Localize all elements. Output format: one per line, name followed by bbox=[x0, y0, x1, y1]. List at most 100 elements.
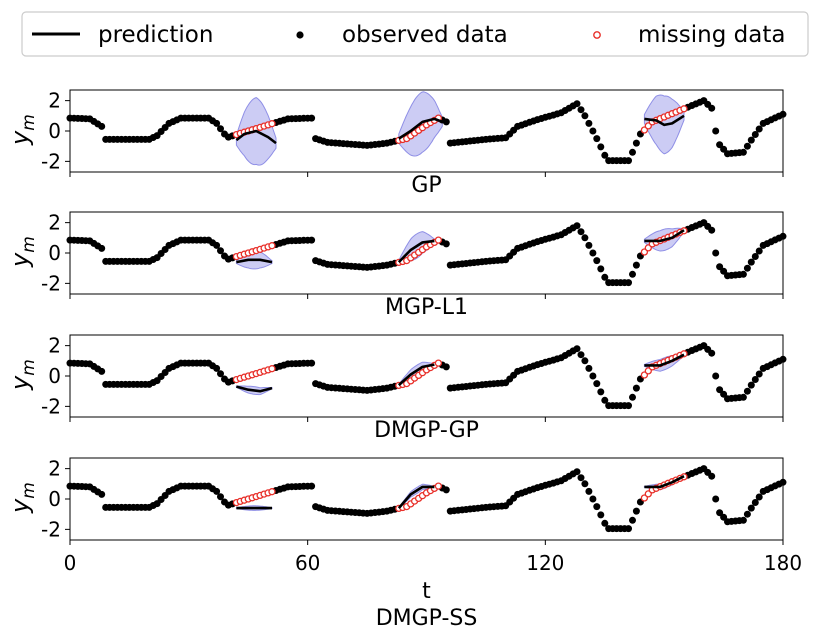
y-tick-label: 0 bbox=[48, 487, 61, 511]
panel-title: DMGP-SS bbox=[376, 606, 478, 631]
observed-point bbox=[442, 363, 450, 371]
y-tick-label: -2 bbox=[41, 149, 61, 173]
observed-point bbox=[747, 504, 755, 512]
observed-point bbox=[442, 118, 450, 126]
observed-point bbox=[751, 253, 759, 260]
observed-point bbox=[625, 279, 632, 287]
observed-point bbox=[308, 359, 316, 367]
y-tick-label: -2 bbox=[41, 271, 61, 295]
observed-point bbox=[601, 273, 609, 281]
panel-gp: 2 0 -2ym GP bbox=[6, 89, 787, 198]
observed-point bbox=[712, 249, 720, 257]
observed-point bbox=[585, 119, 593, 127]
y-tick-label: 0 bbox=[48, 119, 61, 143]
observed-point bbox=[217, 370, 224, 378]
observed-point bbox=[217, 125, 224, 133]
missing-point bbox=[434, 236, 443, 244]
observed-point bbox=[755, 125, 763, 133]
observed-point bbox=[589, 127, 597, 135]
x-axis-label: t bbox=[422, 579, 431, 604]
observed-point bbox=[581, 234, 589, 242]
observed-point bbox=[577, 106, 585, 114]
observed-point bbox=[747, 381, 755, 389]
observed-point bbox=[739, 516, 747, 524]
observed-point bbox=[716, 386, 724, 394]
observed-point bbox=[308, 114, 316, 122]
observed-point bbox=[743, 510, 751, 518]
x-tick-label: 0 bbox=[64, 551, 77, 575]
x-tick-label: 120 bbox=[526, 551, 564, 575]
observed-point bbox=[597, 143, 605, 151]
observed-point bbox=[629, 148, 636, 156]
observed-point bbox=[751, 376, 759, 383]
observed-point bbox=[720, 267, 728, 275]
y-axis-label: ym bbox=[6, 236, 39, 268]
observed-point bbox=[593, 380, 601, 388]
observed-point bbox=[632, 384, 640, 392]
plot-frame bbox=[69, 211, 784, 295]
y-tick-label: 2 bbox=[48, 211, 61, 235]
observed-point bbox=[589, 495, 597, 503]
observed-point bbox=[629, 393, 636, 401]
observed-point bbox=[629, 516, 636, 524]
observed-point bbox=[743, 142, 751, 150]
prediction-line bbox=[644, 229, 685, 243]
observed-point bbox=[712, 372, 720, 380]
observed-point bbox=[213, 487, 221, 495]
observed-point bbox=[217, 493, 224, 501]
prediction-line bbox=[398, 117, 443, 140]
missing-point bbox=[680, 105, 688, 113]
x-tick-label: 60 bbox=[295, 551, 320, 575]
missing-point bbox=[434, 359, 443, 367]
observed-point bbox=[585, 241, 593, 249]
y-tick-label: 2 bbox=[48, 457, 61, 481]
observed-point bbox=[589, 372, 597, 380]
observed-point bbox=[755, 493, 763, 501]
observed-point bbox=[573, 468, 581, 476]
panel-title: DMGP-GP bbox=[374, 418, 479, 443]
plot-frame bbox=[69, 457, 784, 541]
legend-frame bbox=[21, 11, 809, 57]
prediction-line bbox=[235, 129, 277, 145]
observed-point bbox=[593, 503, 601, 511]
y-tick-label: -2 bbox=[41, 394, 61, 418]
prediction-line bbox=[397, 239, 435, 264]
observed-point bbox=[597, 511, 605, 519]
observed-point bbox=[593, 257, 601, 265]
y-tick-label: 0 bbox=[48, 364, 61, 388]
observed-point bbox=[720, 390, 728, 398]
prediction-line bbox=[644, 475, 685, 489]
observed-point bbox=[625, 402, 632, 410]
observed-point bbox=[581, 480, 589, 488]
observed-point bbox=[217, 247, 224, 255]
observed-point bbox=[308, 236, 316, 244]
observed-point bbox=[573, 100, 581, 108]
observed-point bbox=[743, 387, 751, 395]
observed-point bbox=[625, 525, 632, 533]
observed-point bbox=[739, 393, 747, 401]
observed-point bbox=[98, 244, 106, 252]
missing-point bbox=[268, 365, 276, 373]
observed-point bbox=[593, 135, 601, 143]
missing-point bbox=[268, 242, 276, 250]
observed-point bbox=[589, 249, 597, 257]
y-tick-label: 0 bbox=[48, 241, 61, 265]
observed-point bbox=[213, 241, 221, 249]
legend-observed-marker bbox=[296, 31, 304, 39]
observed-point bbox=[716, 141, 724, 149]
legend-missing-label: missing data bbox=[638, 22, 785, 48]
observed-point bbox=[708, 104, 716, 112]
panel-title: GP bbox=[411, 173, 441, 198]
observed-point bbox=[577, 474, 585, 482]
y-axis-label: ym bbox=[6, 114, 39, 146]
observed-point bbox=[708, 226, 716, 234]
observed-point bbox=[625, 157, 632, 165]
x-axis: 0 60 120 180 t bbox=[64, 551, 802, 604]
observed-point bbox=[585, 487, 593, 495]
observed-point bbox=[712, 495, 720, 503]
observed-point bbox=[213, 119, 221, 127]
observed-point bbox=[708, 349, 716, 357]
observed-point bbox=[755, 370, 763, 378]
x-tick-label: 180 bbox=[764, 551, 802, 575]
observed-point bbox=[755, 247, 763, 255]
